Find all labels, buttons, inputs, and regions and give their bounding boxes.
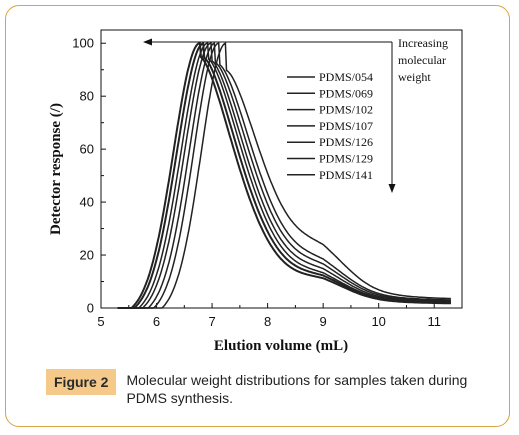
legend-label: PDMS/069 [319, 86, 373, 100]
legend: PDMS/054 PDMS/069 PDMS/102 PDMS/107 PDMS/126… [287, 70, 373, 182]
x-ticks: 5 6 7 8 9 10 11 [97, 303, 441, 329]
legend-label: PDMS/141 [319, 168, 373, 182]
x-tick-label: 6 [153, 314, 160, 329]
x-tick-label: 8 [264, 314, 271, 329]
annotation-arrowhead-down [388, 184, 396, 193]
x-tick-label: 10 [371, 314, 385, 329]
series-line-pdms-141 [117, 42, 451, 309]
y-tick-label: 60 [80, 142, 94, 157]
y-tick-label: 0 [87, 301, 94, 316]
x-tick-label: 9 [320, 314, 327, 329]
figure-label: Figure 2 [46, 369, 117, 395]
legend-label: PDMS/107 [319, 119, 373, 133]
annotation-line-1: Increasing [398, 36, 448, 50]
figure-caption-text: Molecular weight distributions for sampl… [126, 372, 468, 406]
plot-frame [100, 29, 463, 309]
x-tick-label: 5 [97, 314, 104, 329]
y-tick-label: 100 [72, 36, 94, 51]
legend-label: PDMS/129 [319, 152, 373, 166]
chart: 5 6 7 8 9 10 11 0 20 40 60 80 100 Elution volume (m… [48, 29, 463, 354]
annotation-line-3: weight [398, 70, 431, 84]
legend-label: PDMS/054 [319, 70, 373, 84]
x-tick-label: 11 [427, 314, 441, 329]
legend-label: PDMS/102 [319, 103, 373, 117]
y-tick-label: 80 [80, 89, 94, 104]
y-axis-title: Detector response (/) [48, 103, 64, 235]
series-line-pdms-102 [117, 42, 451, 309]
y-ticks: 0 20 40 60 80 100 [72, 36, 106, 316]
figure-caption: Figure 2 Molecular weight distributions … [46, 369, 486, 407]
x-tick-label: 7 [208, 314, 215, 329]
annotation-line-2: molecular [398, 53, 446, 67]
legend-label: PDMS/126 [319, 135, 373, 149]
y-tick-label: 40 [80, 195, 94, 210]
x-axis-title: Elution volume (mL) [214, 338, 348, 354]
series-lines [117, 41, 451, 309]
y-tick-label: 20 [80, 248, 94, 263]
series-line-pdms-107 [117, 42, 451, 309]
annotation-arrowhead-left [143, 38, 152, 46]
annotation-bg [396, 32, 458, 88]
series-line-pdms-126 [117, 42, 451, 309]
series-line-pdms-129 [117, 42, 451, 309]
